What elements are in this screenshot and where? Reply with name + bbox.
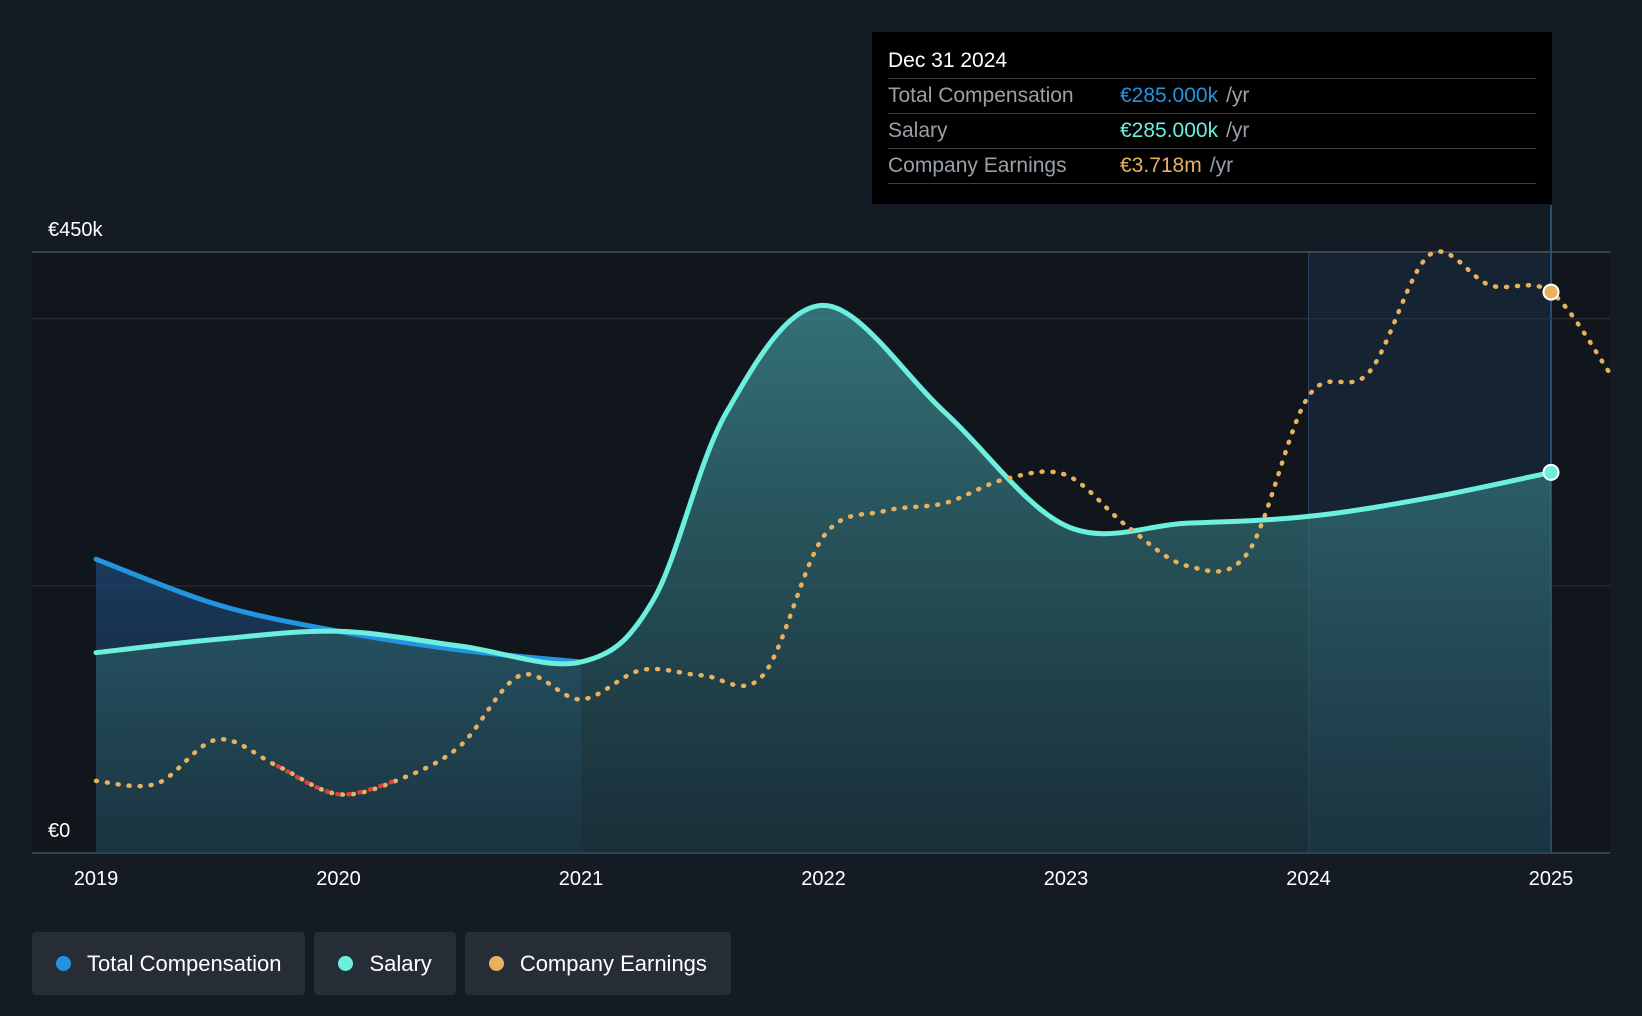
legend-dot-icon [488,956,504,971]
tooltip-row-total-compensation: Total Compensation €285.000k /yr [888,79,1536,114]
salary-line [93,302,1554,667]
x-tick-label: 2020 [316,868,361,890]
tooltip: Dec 31 2024 Total Compensation €285.000k… [872,32,1552,204]
x-tick-label: 2022 [801,868,846,890]
legend-item-total-compensation[interactable]: Total Compensation [32,932,306,995]
legend-label: Salary [369,950,432,976]
tooltip-date: Dec 31 2024 [888,44,1536,79]
legend-item-company-earnings[interactable]: Company Earnings [464,932,731,995]
tooltip-unit: /yr [1209,154,1234,177]
tooltip-row-company-earnings: Company Earnings €3.718m /yr [888,149,1536,184]
tooltip-value: €3.718m [1120,154,1202,177]
salary-area [96,305,1551,853]
tooltip-label: Total Compensation [888,84,1074,107]
x-tick-label: 2021 [559,868,604,890]
x-tick-label: 2025 [1529,868,1574,890]
tooltip-value: €285.000k [1120,119,1219,142]
legend-label: Total Compensation [87,950,282,976]
x-tick-label: 2019 [74,868,119,890]
legend-dot-icon [56,956,71,971]
legend: Total Compensation Salary Company Earnin… [32,932,731,995]
legend-item-salary[interactable]: Salary [314,932,456,995]
company-earnings-marker [1542,283,1560,301]
tooltip-unit: /yr [1226,84,1250,107]
legend-dot-icon [338,956,354,971]
tooltip-row-salary: Salary €285.000k /yr [888,114,1536,149]
company-earnings-low-segment [275,763,402,797]
tooltip-value: €285.000k [1120,84,1219,107]
y-axis-label-top: €450k [48,219,103,241]
x-tick-label: 2023 [1044,868,1089,890]
tooltip-label: Salary [888,119,948,142]
tooltip-label: Company Earnings [888,154,1067,177]
tooltip-unit: /yr [1226,119,1250,142]
y-axis-label-bottom: €0 [48,820,70,842]
salary-marker [1542,463,1560,481]
x-tick-label: 2024 [1286,868,1331,890]
legend-label: Company Earnings [519,950,707,976]
